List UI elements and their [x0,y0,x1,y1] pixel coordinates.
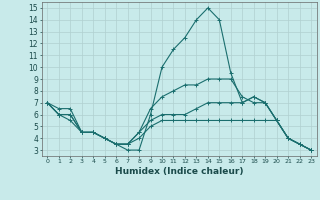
X-axis label: Humidex (Indice chaleur): Humidex (Indice chaleur) [115,167,244,176]
